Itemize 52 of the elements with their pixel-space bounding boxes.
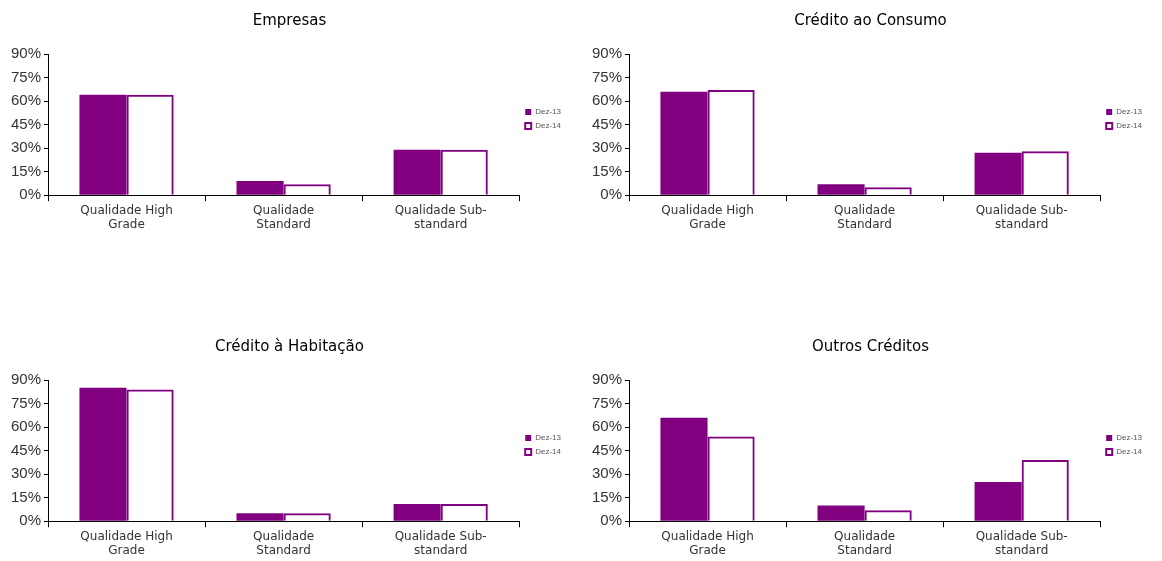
- legend-label: Dez-13: [1116, 433, 1143, 443]
- y-tick-label: 45%: [10, 440, 42, 458]
- legend-label: Dez-13: [1116, 107, 1143, 117]
- legend-label: Dez-14: [535, 447, 562, 457]
- y-tick-label: 0%: [19, 511, 42, 529]
- x-tick-label: Qualidade Standard: [253, 202, 315, 231]
- x-tick-label: Qualidade Sub-standard: [975, 528, 1068, 557]
- y-tick-label: 15%: [591, 161, 623, 179]
- y-tick-label: 45%: [591, 440, 623, 458]
- legend-label: Dez-14: [535, 121, 562, 131]
- y-tick-label: 75%: [591, 393, 623, 411]
- y-tick-label: 60%: [591, 417, 623, 435]
- chart-title: Crédito à Habitação: [215, 336, 364, 355]
- y-tick-label: 15%: [10, 161, 42, 179]
- y-tick-label: 60%: [591, 91, 623, 109]
- chart-title: Crédito ao Consumo: [794, 10, 947, 29]
- y-tick-label: 75%: [10, 67, 42, 85]
- legend-label: Dez-13: [535, 433, 562, 443]
- legend-label: Dez-14: [1116, 447, 1143, 457]
- y-tick-label: 60%: [10, 417, 42, 435]
- y-tick-label: 90%: [591, 370, 623, 388]
- x-tick-label: Qualidade High Grade: [80, 202, 173, 231]
- y-tick-label: 15%: [10, 487, 42, 505]
- x-tick-label: Qualidade Sub-standard: [394, 528, 487, 557]
- y-tick-label: 90%: [10, 44, 42, 62]
- x-tick-label: Qualidade Sub-standard: [975, 202, 1068, 231]
- y-tick-label: 30%: [10, 464, 42, 482]
- y-tick-label: 30%: [10, 138, 42, 156]
- y-tick-label: 0%: [19, 185, 42, 203]
- x-tick-label: Qualidade Sub-standard: [394, 202, 487, 231]
- y-tick-label: 0%: [600, 185, 623, 203]
- y-tick-label: 90%: [591, 44, 623, 62]
- y-tick-label: 75%: [10, 393, 42, 411]
- y-tick-label: 75%: [591, 67, 623, 85]
- y-tick-label: 90%: [10, 370, 42, 388]
- y-tick-label: 30%: [591, 138, 623, 156]
- chart-title: Empresas: [252, 10, 327, 29]
- x-tick-label: Qualidade High Grade: [661, 528, 754, 557]
- chart-title: Outros Créditos: [812, 336, 930, 355]
- legend-label: Dez-14: [1116, 121, 1143, 131]
- y-tick-label: 45%: [591, 114, 623, 132]
- x-tick-label: Qualidade Standard: [834, 202, 896, 231]
- x-tick-label: Qualidade High Grade: [80, 528, 173, 557]
- x-tick-label: Qualidade Standard: [834, 528, 896, 557]
- legend-label: Dez-13: [535, 107, 562, 117]
- y-tick-label: 45%: [10, 114, 42, 132]
- y-tick-label: 0%: [600, 511, 623, 529]
- y-tick-label: 60%: [10, 91, 42, 109]
- y-tick-label: 15%: [591, 487, 623, 505]
- x-tick-label: Qualidade Standard: [253, 528, 315, 557]
- x-tick-label: Qualidade High Grade: [661, 202, 754, 231]
- y-tick-label: 30%: [591, 464, 623, 482]
